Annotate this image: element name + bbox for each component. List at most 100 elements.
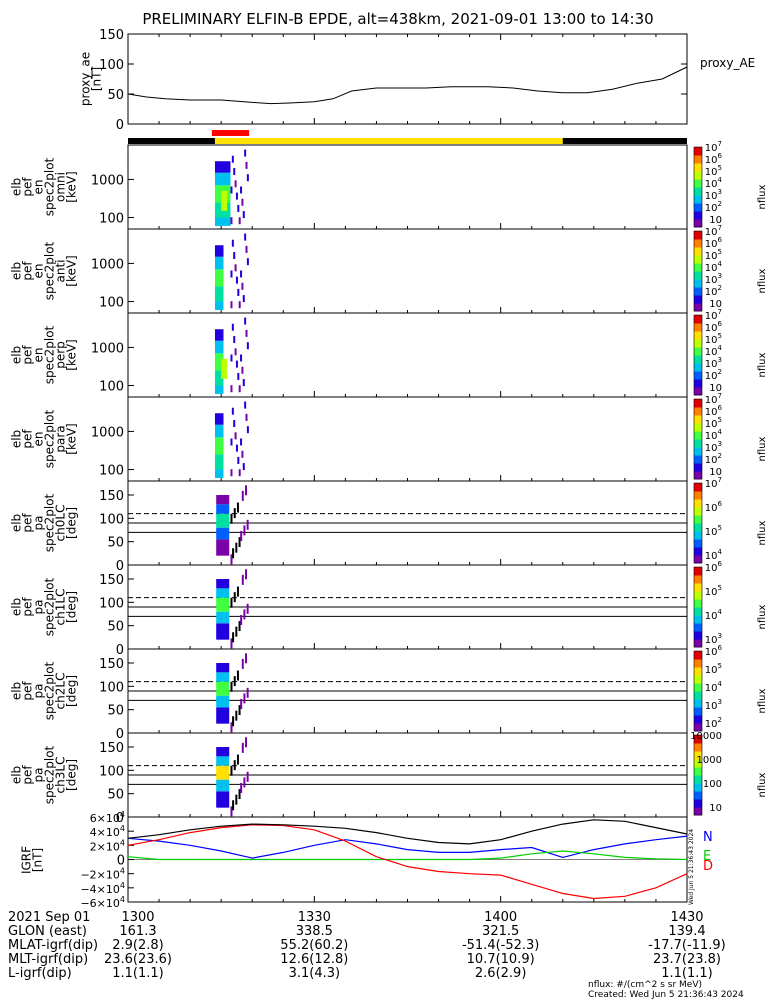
- pa-speckle: [230, 638, 233, 649]
- pa-colorbar-segment: [694, 567, 702, 576]
- spec-speckle: [233, 168, 236, 176]
- pa-ytick-label: 150: [99, 489, 124, 504]
- pa-speckle: [236, 754, 239, 765]
- spec-speckle: [241, 366, 244, 374]
- spec-cb-label: 103: [705, 272, 722, 286]
- ephem-value: 55.2(60.2): [280, 938, 348, 953]
- spec-cb-label: 105: [705, 164, 722, 178]
- spec-cb-label: 107: [705, 308, 722, 322]
- spec-panel-frame: [127, 228, 688, 314]
- spec-ylabel: elbpefenspec2plotperp[keV]: [10, 325, 79, 384]
- spec-speckle: [246, 258, 249, 266]
- spec-panel-frame: [127, 312, 688, 398]
- pa-speckle: [238, 789, 241, 800]
- spec-speckle: [230, 469, 233, 477]
- spec-cb-label: 10: [709, 467, 722, 478]
- spec-cb-label: 105: [705, 332, 722, 346]
- ae-legend: proxy_AE: [700, 56, 755, 70]
- spec-ytick-label: 100: [99, 296, 124, 311]
- grf-legend-e: E: [703, 849, 711, 864]
- pa-speckle: [246, 519, 249, 530]
- pa-speckle: [230, 597, 233, 608]
- pa-flux-cell: [216, 779, 230, 792]
- colorbar-title: nflux: [757, 184, 768, 209]
- spec-flux-cell: [214, 217, 231, 226]
- pa-speckle: [238, 537, 241, 548]
- ephem-value: 23.6(23.6): [104, 952, 172, 967]
- spec-cb-label: 107: [705, 392, 722, 406]
- spec-speckle: [233, 336, 236, 344]
- grf-ylabel: IGRF[nT]: [20, 846, 45, 874]
- spec-speckle: [242, 463, 245, 471]
- pa-cb-label: 106: [705, 560, 723, 574]
- spec-ytick-label: 1000: [91, 257, 124, 272]
- pa-speckle: [230, 806, 233, 817]
- science-zone-black: [128, 138, 215, 144]
- pa-flux-cell: [216, 623, 230, 640]
- spec-speckle: [230, 217, 233, 225]
- spec-panel-frame: [127, 144, 688, 230]
- pa-colorbar-segment: [694, 651, 702, 660]
- pa-speckle: [236, 502, 239, 513]
- spec-colorbar-frame: [693, 230, 703, 312]
- spec-flux-cell: [214, 424, 224, 438]
- pa-speckle: [232, 800, 235, 811]
- spec-speckle: [245, 245, 248, 253]
- grf-legend-d: D: [703, 859, 713, 874]
- science-zone-black: [562, 138, 687, 144]
- grf-ytick-label: 6×104: [90, 810, 125, 825]
- spec-colorbar-segment: [694, 447, 702, 456]
- spec-cb-label: 106: [705, 236, 723, 250]
- spec-colorbar-segment: [694, 287, 702, 296]
- spec-speckle: [235, 444, 238, 452]
- spec-speckle: [238, 217, 241, 225]
- spec-ytick-label: 1000: [91, 173, 124, 188]
- pa-flux-cell: [216, 791, 230, 808]
- pa-flux-cell: [216, 588, 230, 598]
- colorbar-title: nflux: [757, 268, 768, 293]
- pa-colorbar-segment: [694, 547, 702, 556]
- spec-flux-cell: [214, 413, 224, 425]
- pa-colorbar-segment: [694, 735, 702, 744]
- ephem-value: 1300: [121, 910, 154, 925]
- spec-cb-label: 107: [705, 224, 722, 238]
- ae-ytick-label: 100: [99, 58, 124, 73]
- pa-flux-cell: [216, 495, 230, 505]
- spec-colorbar-segment: [694, 155, 702, 164]
- ephem-row-label: L-igrf(dip): [8, 966, 72, 981]
- spec-colorbar-segment: [694, 163, 702, 172]
- spec-speckle: [246, 342, 249, 350]
- pa-colorbar-frame: [693, 734, 703, 816]
- spec-colorbar-segment: [694, 271, 702, 280]
- pa-speckle: [245, 569, 248, 580]
- colorbar-title: nflux: [757, 436, 768, 461]
- spec-speckle: [241, 282, 244, 290]
- spec-ylabel: elbpefpaspec2plotch3LC[deg]: [10, 745, 79, 804]
- spec-speckle: [233, 252, 236, 260]
- spec-panel-frame: [127, 396, 688, 482]
- spec-speckle: [237, 456, 240, 464]
- pa-colorbar-segment: [694, 791, 702, 800]
- pa-cb-label: 105: [705, 584, 722, 598]
- spec-flux-cell: [214, 437, 224, 455]
- pa-ytick-label: 50: [107, 536, 124, 551]
- spec-cb-label: 103: [705, 356, 722, 370]
- pa-speckle: [245, 485, 248, 496]
- pa-colorbar-segment: [694, 491, 702, 500]
- spec-speckle: [240, 270, 243, 278]
- colorbar-title: nflux: [757, 604, 768, 629]
- ephem-value: -17.7(-11.9): [648, 938, 725, 953]
- spec-ytick-label: 100: [99, 380, 124, 395]
- spec-speckle: [245, 413, 248, 421]
- pa-speckle: [232, 632, 235, 643]
- spec-speckle: [231, 407, 234, 415]
- pa-cb-label: 106: [705, 644, 723, 658]
- spec-colorbar-segment: [694, 315, 702, 324]
- pa-colorbar-segment: [694, 675, 702, 684]
- pa-cb-label: 104: [705, 548, 723, 562]
- colorbar-title: nflux: [757, 772, 768, 797]
- spec-colorbar-segment: [694, 331, 702, 340]
- spec-cb-label: 102: [705, 452, 722, 466]
- spec-speckle: [235, 192, 238, 200]
- spec-cb-label: 102: [705, 284, 722, 298]
